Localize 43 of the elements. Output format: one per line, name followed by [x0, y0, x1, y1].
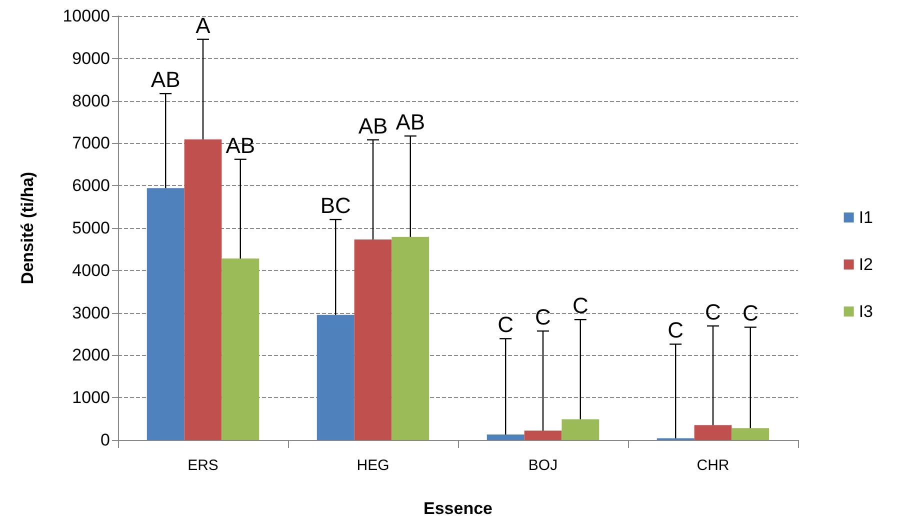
x-tick-label: HEG — [356, 457, 390, 474]
y-axis-title: Densité (ti/ha) — [18, 172, 37, 284]
bar — [732, 428, 770, 440]
annotation: AB — [358, 113, 388, 138]
x-tick-label: ERS — [188, 457, 218, 474]
bar — [354, 239, 392, 440]
bar — [184, 139, 222, 440]
y-tick-label: 9000 — [72, 48, 110, 68]
x-tick-label: BOJ — [528, 457, 558, 474]
annotation: AB — [396, 109, 426, 134]
x-axis-title: Essence — [424, 499, 492, 518]
annotation: A — [196, 12, 211, 38]
bar — [392, 236, 430, 440]
annotation: AB — [226, 132, 256, 158]
annotation: C — [498, 312, 514, 338]
legend-label: I1 — [858, 208, 874, 227]
bar — [486, 434, 524, 440]
bar — [694, 425, 732, 440]
annotation: C — [668, 318, 684, 343]
y-tick-label: 10000 — [62, 6, 110, 26]
y-tick-label: 6000 — [72, 176, 110, 196]
annotation: C — [572, 293, 588, 318]
y-tick-label: 1000 — [72, 388, 110, 408]
y-tick-label: 8000 — [72, 91, 110, 110]
bar — [222, 258, 260, 440]
annotation: BC — [320, 193, 351, 218]
y-tick-label: 7000 — [72, 134, 110, 153]
legend-label: I3 — [858, 302, 874, 321]
annotation: C — [705, 299, 722, 324]
annotation: C — [535, 304, 552, 330]
annotation: AB — [150, 67, 180, 92]
bar — [146, 188, 184, 440]
bar — [316, 314, 354, 440]
y-tick-label: 3000 — [72, 303, 110, 322]
x-tick-label: CHR — [696, 457, 730, 474]
legend-label: I2 — [858, 255, 874, 274]
y-tick-label: 2000 — [72, 346, 110, 365]
annotation: C — [742, 300, 758, 326]
bar — [524, 430, 562, 440]
bar — [562, 419, 600, 440]
y-tick-label: 5000 — [72, 218, 110, 238]
y-tick-label: 0 — [100, 430, 110, 450]
y-tick-label: 4000 — [72, 260, 110, 280]
